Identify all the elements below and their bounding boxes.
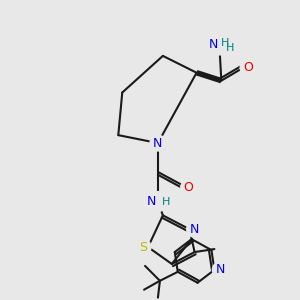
Text: O: O [184,181,194,194]
Text: H: H [226,43,235,53]
Circle shape [240,60,256,76]
Text: N: N [216,263,225,276]
Text: N: N [147,195,156,208]
Circle shape [212,262,228,278]
Text: H: H [162,196,170,206]
Text: N: N [209,38,218,52]
Text: O: O [243,61,253,74]
Text: N: N [190,223,199,236]
Circle shape [135,239,151,255]
Text: S: S [139,241,147,254]
Text: N: N [153,136,163,150]
Circle shape [209,35,229,55]
Circle shape [181,180,196,196]
Text: H: H [221,38,230,48]
Circle shape [148,192,168,212]
Circle shape [187,221,202,237]
Circle shape [150,135,166,151]
